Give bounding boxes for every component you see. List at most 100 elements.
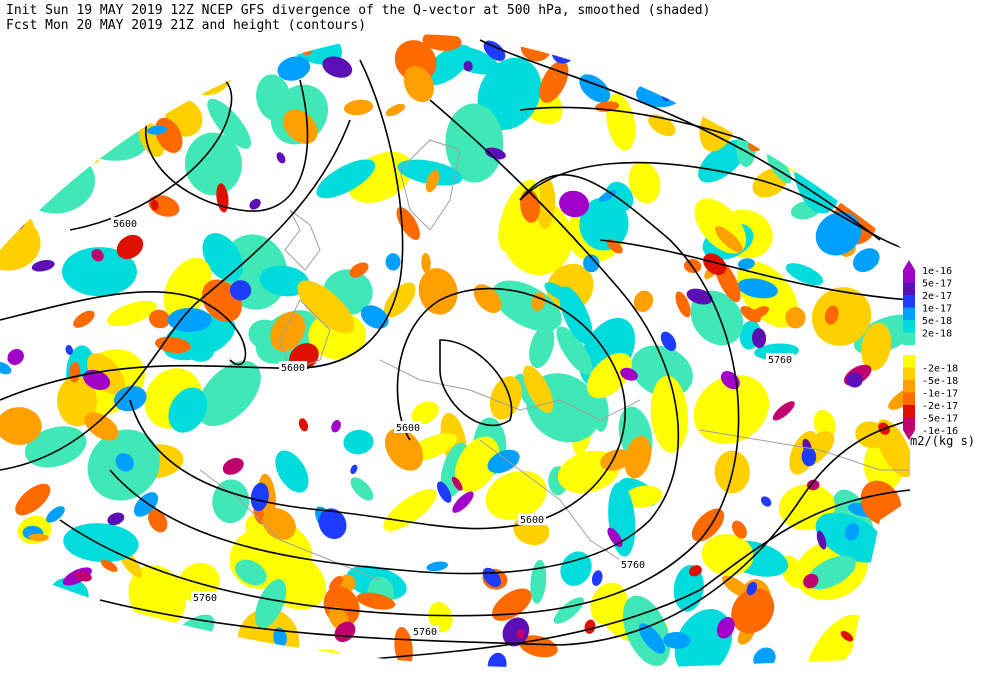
field-blob <box>250 482 269 512</box>
field-blob <box>316 159 376 199</box>
field-blob <box>583 254 600 273</box>
field-blob <box>385 103 406 117</box>
field-blob <box>360 305 389 329</box>
contour <box>439 339 513 427</box>
field-blob <box>844 522 860 541</box>
field-blob <box>0 107 28 144</box>
field-blob <box>737 258 755 270</box>
field-blob <box>714 226 743 253</box>
field-blob <box>31 259 55 272</box>
field-blob <box>82 43 120 82</box>
colorbar-swatch <box>903 367 915 380</box>
contour-label-box <box>111 217 139 229</box>
field-blob <box>846 372 863 388</box>
field-blob <box>207 98 252 149</box>
colorbar-swatch <box>903 355 915 368</box>
field-blob <box>842 130 870 149</box>
field-blob <box>349 262 369 278</box>
field-blob <box>792 65 846 118</box>
colorbar-label: 2e-18 <box>922 329 952 340</box>
colorbar-arrow <box>903 430 915 440</box>
field-blob <box>477 57 542 130</box>
field-blob <box>445 103 504 183</box>
field-blob <box>852 248 880 273</box>
field-blob <box>331 420 341 433</box>
contour <box>59 174 740 617</box>
field-blob <box>487 652 507 669</box>
contour <box>0 119 351 471</box>
field-blob <box>536 177 556 229</box>
field-blob <box>628 161 661 204</box>
header-line: Init Sun 19 MAY 2019 12Z NCEP GFS diverg… <box>6 3 710 18</box>
field-blob <box>34 151 43 162</box>
field-blob <box>155 84 171 104</box>
field-blob <box>114 385 147 412</box>
contour <box>129 287 626 530</box>
field-blob <box>270 311 306 352</box>
field-blob <box>815 212 862 256</box>
field-blob <box>703 253 727 275</box>
field-blob <box>803 573 819 589</box>
field-blob <box>737 278 778 299</box>
contour <box>479 39 881 241</box>
field-blob <box>620 367 638 381</box>
field-blob <box>772 401 795 421</box>
colorbar-label: -5e-18 <box>922 376 958 387</box>
field-blob <box>65 344 73 355</box>
field-blob <box>64 616 93 641</box>
field-blob <box>384 428 424 471</box>
field-blob <box>282 109 318 144</box>
field-blob <box>222 457 244 475</box>
field-blob <box>492 588 532 621</box>
field-blob <box>812 287 872 346</box>
field-blob <box>31 655 58 667</box>
field-blob <box>115 453 134 472</box>
field-blob <box>687 42 713 76</box>
field-blob <box>746 581 758 596</box>
field-blob <box>343 99 374 116</box>
field-blob <box>483 40 506 61</box>
field-blob <box>824 305 839 325</box>
contour-label: 5760 <box>193 593 217 604</box>
contour-labels: 5600 5600 5600 5600 5760 5760 5760 5760 <box>111 217 794 638</box>
field-blob <box>229 280 252 301</box>
field-blob <box>698 139 747 183</box>
field-blob <box>666 59 697 101</box>
field-blob <box>0 115 12 132</box>
field-blob <box>62 247 137 297</box>
field-blob <box>350 477 374 501</box>
colorbar-label: 1e-16 <box>922 266 952 277</box>
field-blob <box>106 300 157 327</box>
coastline <box>379 359 641 421</box>
header-line: Fcst Mon 20 MAY 2019 21Z and height (con… <box>6 18 366 33</box>
field-blob <box>731 588 775 634</box>
contour-label-box <box>279 361 307 373</box>
field-blob <box>298 418 309 432</box>
contour-label: 5600 <box>281 363 305 374</box>
field-blob <box>529 324 555 369</box>
field-blob <box>487 449 520 474</box>
shaded-field <box>0 34 910 669</box>
field-blob <box>840 630 854 642</box>
field-blob <box>179 324 216 362</box>
field-blob <box>806 479 820 491</box>
field-blob <box>154 336 191 354</box>
field-blob <box>556 326 593 375</box>
contour-label: 5600 <box>396 423 420 434</box>
field-blob <box>813 410 836 439</box>
field-blob <box>809 34 874 76</box>
field-blob <box>255 579 287 629</box>
field-blob <box>128 565 186 628</box>
colorbar-units: m2/(kg s) <box>910 434 975 448</box>
field-blob <box>428 602 453 633</box>
field-blob <box>133 492 159 517</box>
colorbar-label: -5e-17 <box>922 414 958 425</box>
contour-label: 5760 <box>413 627 437 638</box>
field-blob <box>767 152 792 184</box>
colorbar-label: -2e-17 <box>922 401 958 412</box>
field-blob <box>28 533 49 542</box>
field-blob <box>553 597 585 624</box>
colorbar-label: 5e-18 <box>922 316 952 327</box>
field-blob <box>559 286 593 345</box>
height-contours <box>0 39 910 661</box>
